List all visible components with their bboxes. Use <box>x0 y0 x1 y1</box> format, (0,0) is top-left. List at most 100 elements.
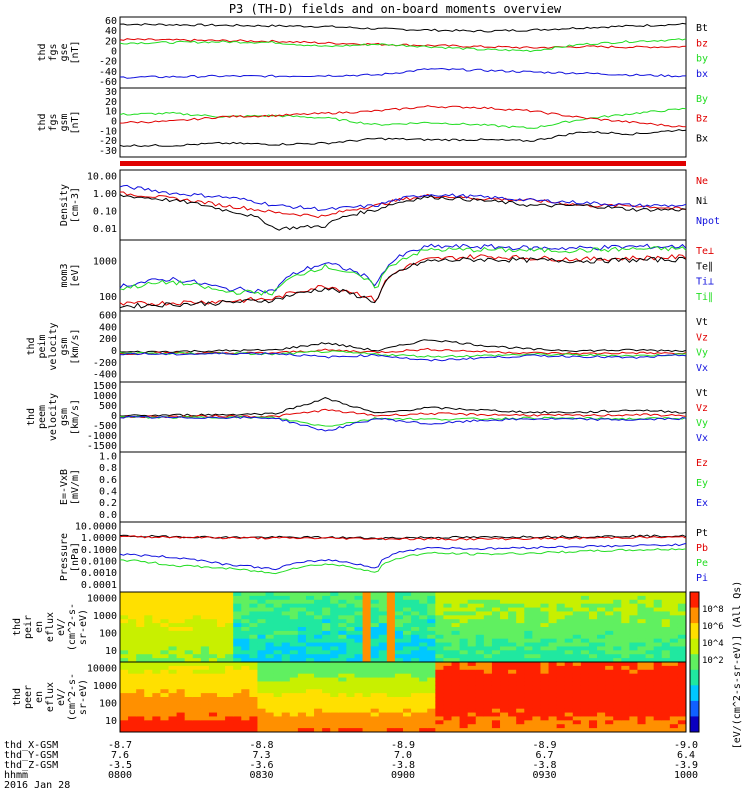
spectrogram-cell <box>305 599 315 605</box>
spectrogram-cell <box>152 654 161 659</box>
ylabel-line: en <box>34 621 45 633</box>
spectrogram-cell <box>354 646 364 651</box>
ylabel-line: [nT] <box>70 110 81 134</box>
spectrogram-cell <box>233 615 242 620</box>
spectrogram-cell <box>322 704 331 710</box>
spectrogram-cell <box>475 627 485 632</box>
spectrogram-cell <box>200 623 210 628</box>
spectrogram-cell <box>362 665 372 671</box>
spectrogram-cell <box>572 646 582 651</box>
spectrogram-cell <box>451 689 461 694</box>
spectrogram-cell <box>411 689 420 694</box>
spectrogram-cell <box>621 630 630 636</box>
spectrogram-cell <box>281 627 291 632</box>
spectrogram-cell <box>427 665 436 671</box>
spectrogram-cell <box>605 603 614 609</box>
spectrogram-cell <box>362 704 372 710</box>
spectrogram-cell <box>451 669 461 675</box>
spectrogram-cell <box>621 619 630 624</box>
spectrogram-cell <box>556 630 566 636</box>
spectrogram-cell <box>532 728 541 733</box>
spectrogram-cell <box>273 665 283 671</box>
spectrogram-cell <box>532 630 541 636</box>
spectrogram-cell <box>580 646 590 651</box>
spectrogram-cell <box>580 623 590 628</box>
spectrogram-cell <box>500 615 509 620</box>
spectrogram-cell <box>532 603 541 609</box>
spectrogram-cell <box>168 720 178 725</box>
spectrogram-cell <box>524 693 533 698</box>
spectrogram-cell <box>265 720 275 725</box>
spectrogram-cell <box>297 669 307 675</box>
spectrogram-cell <box>225 619 234 624</box>
spectrogram-cell <box>500 654 509 659</box>
spectrogram-cell <box>459 728 469 733</box>
spectrogram-cell <box>168 634 178 640</box>
spectrogram-cell <box>411 658 420 663</box>
spectrogram-cell <box>378 650 388 655</box>
spectrogram-cell <box>467 634 477 640</box>
spectrogram-cell <box>435 599 444 605</box>
spectrogram-cell <box>152 623 161 628</box>
spectrogram-cell <box>532 646 541 651</box>
spectrogram-cell <box>394 693 404 698</box>
spectrogram-cell <box>629 716 638 721</box>
ytick-label: 1.0000 <box>81 533 117 544</box>
spectrogram-cell <box>257 607 267 612</box>
spectrogram-cell <box>168 603 178 609</box>
spectrogram-cell <box>386 724 396 729</box>
spectrogram-cell <box>208 627 218 632</box>
spectrogram-cell <box>597 677 606 682</box>
spectrogram-cell <box>613 677 622 682</box>
spectrogram-cell <box>411 704 420 710</box>
spectrogram-cell <box>661 662 671 667</box>
spectrogram-cell <box>176 627 186 632</box>
spectrogram-cell <box>394 704 404 710</box>
spectrogram-cell <box>653 650 663 655</box>
spectrogram-cell <box>548 646 558 651</box>
spectrogram-cell <box>508 700 517 706</box>
spectrogram-cell <box>184 646 194 651</box>
spectrogram-cell <box>491 677 501 682</box>
spectrogram-cell <box>661 646 671 651</box>
spectrogram-cell <box>451 595 461 601</box>
spectrogram-cell <box>314 716 323 721</box>
panel-frame <box>119 521 687 593</box>
ytick-label: 200 <box>99 334 117 345</box>
spectrogram-cell <box>273 595 283 601</box>
spectrogram-cell <box>443 716 453 721</box>
spectrogram-cell <box>354 592 364 597</box>
spectrogram-cell <box>669 603 679 609</box>
spectrogram-cell <box>597 716 606 721</box>
spectrogram-cell <box>516 619 525 624</box>
spectrogram-cell <box>540 634 550 640</box>
spectrogram-cell <box>475 669 485 675</box>
spectrogram-cell <box>524 627 533 632</box>
spectrogram-cell <box>273 728 283 733</box>
ytick-label: 600 <box>99 311 117 322</box>
spectrogram-cell <box>475 607 485 612</box>
spectrogram-cell <box>128 611 137 616</box>
spectrogram-cell <box>403 619 412 624</box>
spectrogram-cell <box>208 716 218 721</box>
spectrogram-cell <box>208 669 218 675</box>
spectrogram-cell <box>354 595 364 601</box>
spectrogram-cell <box>330 669 339 675</box>
spectrogram-cell <box>354 681 364 686</box>
spectrogram-cell <box>516 595 525 601</box>
spectrogram-cell <box>483 716 493 721</box>
spectrogram-cell <box>370 724 380 729</box>
spectrogram-cell <box>459 704 469 710</box>
spectrogram-cell <box>500 700 509 706</box>
spectrogram-cell <box>184 642 194 647</box>
spectrogram-cell <box>548 716 558 721</box>
spectrogram-cell <box>475 662 485 667</box>
spectrogram-cell <box>322 728 331 733</box>
spectrogram-cell <box>305 700 315 706</box>
ytick-label: 0.0 <box>99 510 117 521</box>
spectrogram-cell <box>588 638 598 644</box>
spectrogram-cell <box>621 673 630 679</box>
spectrogram-cell <box>289 615 299 620</box>
spectrogram-cell <box>354 627 364 632</box>
spectrogram-cell <box>427 669 436 675</box>
